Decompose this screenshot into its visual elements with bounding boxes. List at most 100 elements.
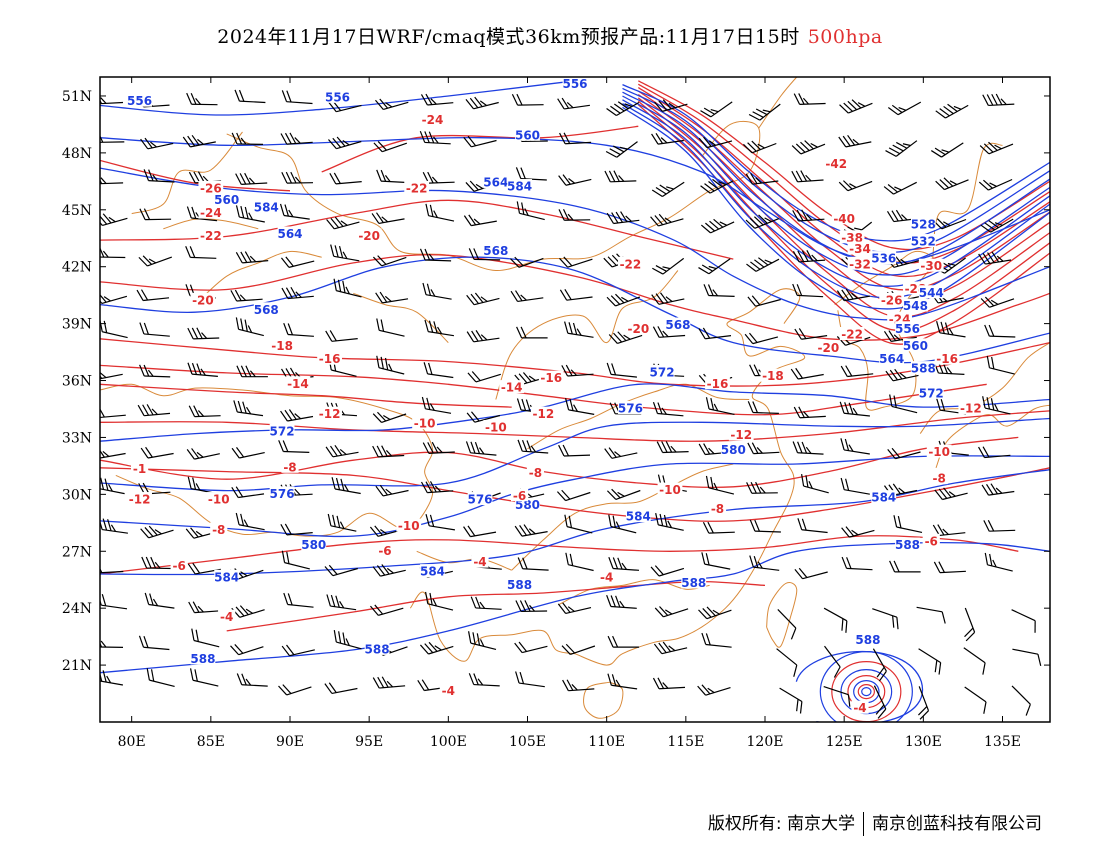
contour-label-bg	[879, 292, 905, 306]
height-contour-label: 548	[903, 299, 928, 313]
temperature-contour-label: -6	[172, 559, 185, 573]
wind-barb	[139, 208, 172, 221]
contour-label-bg	[277, 226, 303, 240]
title-pressure-level: 500hpa	[807, 26, 883, 48]
wind-barb	[746, 481, 778, 494]
height-contour-label: 556	[562, 77, 587, 91]
contour-label-bg	[317, 406, 342, 420]
contour-label-bg	[598, 569, 616, 583]
wind-barb	[558, 174, 592, 186]
wind-barb	[745, 172, 779, 185]
height-contour	[100, 80, 576, 116]
contour-label-bg	[708, 501, 727, 515]
wind-barb	[236, 365, 268, 378]
wind-barb	[188, 601, 221, 614]
contour-label-bg	[895, 537, 920, 551]
temperature-contour-label: -18	[271, 339, 293, 353]
contour-label-bg	[253, 199, 279, 213]
geopotential-height-contours	[100, 80, 1050, 674]
wind-barb	[420, 481, 454, 494]
height-contour-label: 536	[871, 252, 896, 266]
wind-barb	[559, 256, 593, 268]
wind-barb	[742, 140, 777, 154]
wind-barb	[824, 645, 841, 678]
lon-tick-label: 135E	[984, 734, 1021, 750]
wind-barb	[651, 132, 684, 145]
wind-barb	[100, 517, 128, 534]
height-contour-label: 576	[467, 493, 492, 507]
contour-label-bg	[214, 569, 240, 583]
wind-barb	[748, 103, 781, 121]
map-frame	[99, 76, 1051, 723]
wind-barb	[979, 141, 1014, 155]
wind-barb	[935, 177, 969, 191]
coastline	[758, 77, 798, 129]
wind-barb	[235, 317, 264, 337]
wind-barb	[982, 396, 1011, 415]
coastline	[163, 218, 259, 230]
wind-barb	[556, 489, 591, 502]
height-contour-label: 588	[911, 362, 936, 376]
wind-barb	[606, 362, 637, 378]
temperature-contour-label: -24	[422, 113, 444, 127]
contour-label-bg	[930, 471, 948, 485]
wind-barb	[233, 400, 264, 417]
wind-barb	[330, 244, 360, 262]
coastline	[766, 582, 798, 648]
contour-label-bg	[918, 285, 944, 299]
wind-barb	[463, 214, 497, 227]
height-contour	[100, 167, 1050, 321]
wind-barb	[100, 446, 126, 459]
wind-barb	[698, 606, 732, 620]
wind-barb	[983, 519, 1016, 532]
wind-barb	[887, 101, 922, 116]
wind-barb	[604, 447, 638, 459]
lat-tick-label: 36N	[62, 374, 92, 390]
wind-barb	[917, 686, 930, 720]
height-contour-label: 568	[254, 303, 279, 317]
wind-barb	[605, 141, 638, 158]
wind-barb	[422, 441, 455, 454]
wind-barb	[328, 136, 362, 150]
wind-barb	[1012, 648, 1042, 667]
contour-label-bg	[507, 577, 532, 591]
wind-barb	[100, 406, 126, 419]
contour-label-bg	[934, 351, 960, 365]
wind-barb	[231, 446, 265, 459]
wind-barb	[779, 687, 803, 714]
wind-barb	[420, 93, 454, 106]
wind-barb	[747, 401, 779, 414]
wind-barb	[467, 631, 497, 650]
wind-barb	[140, 525, 174, 539]
wind-barb	[698, 136, 733, 149]
temperature-contour-label: -16	[540, 371, 562, 385]
wind-barb	[375, 484, 409, 497]
wind-barb	[889, 394, 918, 414]
coastline	[574, 288, 806, 666]
height-contour	[622, 91, 1050, 265]
wind-barb	[191, 628, 220, 648]
contour-label-bg	[483, 175, 509, 189]
temperature-contour-label: -20	[817, 341, 839, 355]
contour-label-bg	[269, 423, 295, 437]
wind-barb	[144, 592, 175, 609]
contour-label-bg	[483, 419, 509, 433]
contour-label-bg	[510, 488, 529, 502]
wind-barb	[466, 292, 500, 306]
wind-barb	[934, 487, 968, 501]
wind-barb	[964, 686, 987, 714]
contour-label-bg	[206, 492, 232, 506]
wind-barb	[281, 644, 315, 657]
temperature-contour	[100, 535, 1019, 575]
contour-label-bg	[879, 351, 905, 365]
wind-barb	[559, 132, 592, 145]
wind-barb	[980, 218, 1014, 233]
height-contour-label: 560	[903, 339, 928, 353]
wind-barb	[557, 602, 592, 615]
wind-barb	[514, 524, 548, 537]
temperature-contour-label: -20	[358, 229, 380, 243]
wind-barb	[893, 515, 923, 533]
height-contour-label: 568	[483, 244, 508, 258]
contour-label-bg	[903, 338, 928, 352]
wind-barb	[424, 319, 454, 337]
